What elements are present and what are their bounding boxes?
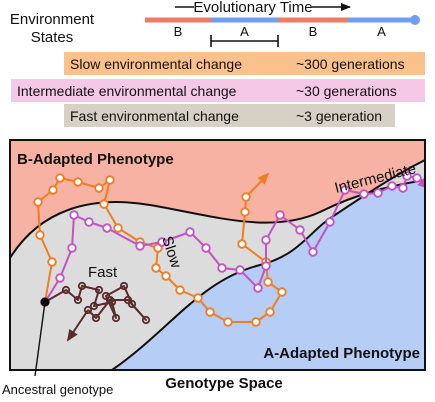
timeline-segment-label: A [240, 24, 249, 39]
trajectory-point [387, 181, 397, 191]
trajectory-point [105, 295, 115, 305]
trajectory-point [263, 277, 273, 287]
trajectory-point [398, 183, 408, 193]
trajectory-point [223, 317, 233, 327]
trajectory-arrow [245, 172, 270, 198]
trajectory-point [61, 285, 71, 295]
trajectory-point [359, 189, 369, 199]
legend-row-label: Slow environmental change [70, 56, 242, 72]
env-states-label: Environment [10, 11, 95, 28]
trajectory-point [105, 175, 115, 185]
trajectory-point [275, 210, 285, 220]
legend-row-value: ~300 generations [296, 56, 405, 72]
genotype-space-panel [10, 140, 425, 370]
intermediate-region [10, 160, 425, 370]
trajectory-point [251, 317, 261, 327]
trajectory-point [67, 243, 77, 253]
trajectory-point [253, 283, 263, 293]
trajectory-point [237, 239, 247, 249]
trajectory-point [412, 173, 422, 183]
timeline-segment-label: A [377, 24, 386, 39]
trajectory-point [33, 197, 43, 207]
trajectory-point [69, 210, 79, 220]
b-adapted-label: B-Adapted Phenotype [17, 151, 174, 168]
timeline-end-dot [410, 15, 420, 25]
trajectory-point [48, 185, 58, 195]
legend-row-bg [64, 52, 425, 75]
lower-boundary [111, 159, 425, 370]
trajectory-point [73, 295, 83, 305]
trajectory-point [94, 285, 104, 295]
trajectory-point [261, 235, 271, 245]
legend-row-bg [64, 104, 395, 127]
legend-row-label: Intermediate environmental change [17, 83, 237, 99]
trajectory-point [84, 217, 94, 227]
legend-row-label: Fast environmental change [70, 108, 239, 124]
trajectory-point [205, 307, 215, 317]
trajectory-point [91, 313, 101, 323]
trajectory-point [235, 265, 245, 275]
intermediate-trajectory [40, 171, 425, 307]
trajectory-point [141, 315, 151, 325]
legend: Slow environmental change ~300 generation… [11, 52, 425, 127]
trajectory-point [217, 263, 227, 273]
trajectory-point [77, 281, 87, 291]
genotype-space-title: Genotype Space [165, 375, 283, 392]
trajectory-point [107, 297, 117, 307]
trajectory-point [157, 237, 167, 247]
trajectory-arrow [66, 309, 89, 342]
trajectory-point [373, 188, 383, 198]
trajectory-line [44, 285, 147, 321]
trajectory-point [185, 227, 195, 237]
fast-label: Fast [88, 264, 118, 281]
trajectory-point [35, 230, 45, 240]
legend-row-bg [11, 79, 425, 102]
env-states-label: States [31, 29, 74, 46]
trajectory-point [325, 217, 335, 227]
a-adapted-label: A-Adapted Phenotype [263, 345, 420, 362]
trajectory-point [111, 313, 121, 323]
trajectory-point [161, 271, 171, 281]
ancestral-genotype-label: Ancestral genotype [2, 382, 113, 397]
trajectory-point [135, 241, 145, 251]
trajectory-point [261, 261, 271, 271]
trajectory-point [55, 273, 65, 283]
trajectory-point [99, 199, 109, 209]
trajectory-point [151, 263, 161, 273]
trajectory-point [402, 171, 412, 181]
legend-row-value: ~3 generation [296, 108, 382, 124]
trajectory-point [308, 247, 318, 257]
trajectory-point [55, 173, 65, 183]
trajectory-point [47, 257, 57, 267]
ancestral-pointer [34, 301, 46, 377]
trajectory-point [83, 305, 93, 315]
trajectory-point [340, 185, 350, 195]
slow-trajectory [33, 172, 287, 327]
trajectory-point [277, 287, 287, 297]
trajectory-point [119, 281, 129, 291]
timeline-label: Evolutionary Time [193, 0, 312, 16]
legend-row-value: ~30 generations [296, 83, 397, 99]
trajectory-point [193, 293, 203, 303]
trajectory-point [241, 192, 251, 202]
trajectory-point [295, 225, 305, 235]
timeline-segment-label: B [309, 24, 318, 39]
timeline-segment-label: B [174, 24, 183, 39]
trajectory-point [123, 295, 133, 305]
trajectory-point [240, 207, 250, 217]
trajectory-point [94, 183, 104, 193]
trajectory-point [113, 223, 123, 233]
panel-border [9, 139, 426, 371]
trajectory-point [201, 243, 211, 253]
trajectory-point [175, 285, 185, 295]
trajectory-point [102, 223, 112, 233]
trajectory-point [265, 307, 275, 317]
trajectory-point [73, 177, 83, 187]
trajectory-point [89, 301, 99, 311]
